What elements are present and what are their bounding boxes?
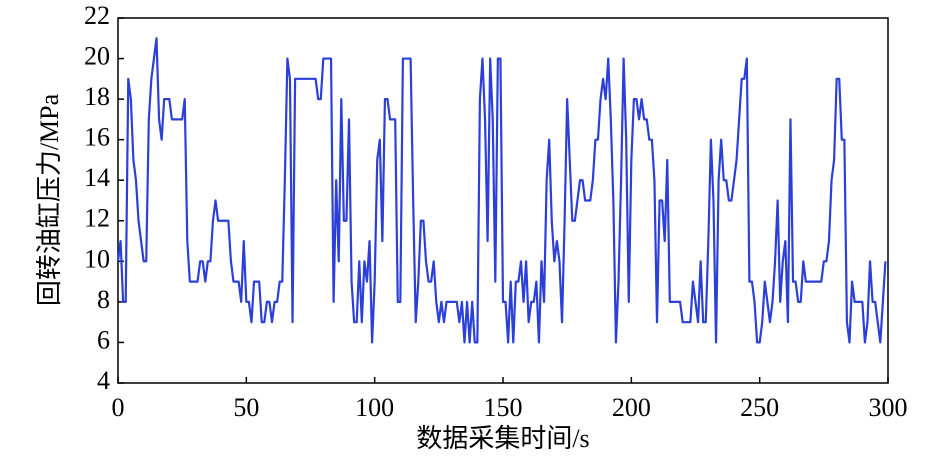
y-tick-label: 12	[84, 204, 110, 233]
x-tick-label: 200	[612, 393, 651, 422]
y-tick-label: 4	[97, 366, 110, 395]
x-tick-label: 300	[869, 393, 908, 422]
y-tick-label: 6	[97, 325, 110, 354]
y-tick-label: 22	[84, 1, 110, 30]
y-tick-label: 14	[84, 163, 110, 192]
x-tick-label: 100	[355, 393, 394, 422]
y-tick-label: 10	[84, 244, 110, 273]
y-tick-label: 18	[84, 82, 110, 111]
x-tick-label: 0	[112, 393, 125, 422]
y-tick-label: 8	[97, 285, 110, 314]
data-line	[116, 37, 887, 344]
x-axis-label: 数据采集时间/s	[416, 424, 589, 453]
y-axis-label: 回转油缸压力/MPa	[35, 93, 64, 306]
x-tick-label: 50	[233, 393, 259, 422]
x-tick-label: 250	[740, 393, 779, 422]
y-tick-label: 16	[84, 123, 110, 152]
x-tick-label: 150	[484, 393, 523, 422]
y-tick-label: 20	[84, 42, 110, 71]
